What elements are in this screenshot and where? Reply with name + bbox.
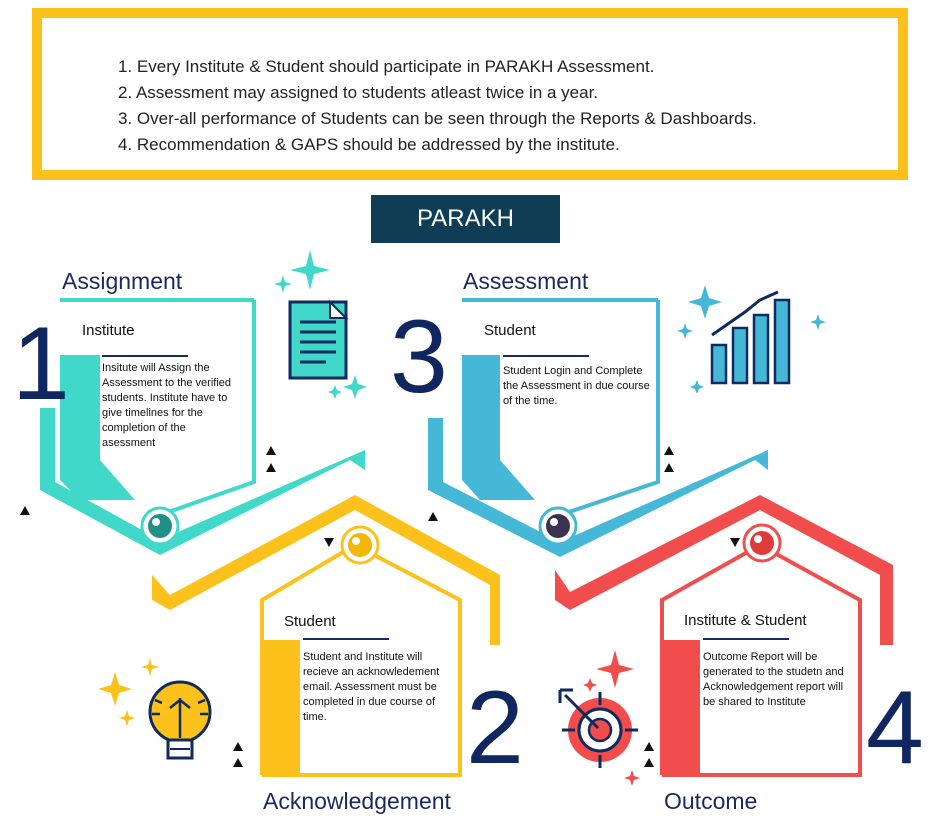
step-3-phase: Assessment (463, 268, 589, 294)
parakh-title: PARAKH (371, 195, 560, 243)
step-2-circle (340, 525, 380, 565)
divider (303, 638, 389, 640)
rule-item: 4. Recommendation & GAPS should be addre… (118, 135, 620, 154)
step-1-description: Insitute will Assign the Assessment to t… (102, 362, 232, 449)
step-2-shape (152, 495, 500, 777)
step-2-actor: Student (284, 613, 336, 630)
step-3-circle (538, 506, 578, 546)
target-icon (558, 688, 638, 768)
sparkle-icon (677, 285, 826, 394)
sparkle-icon (98, 658, 159, 726)
step-3-description: Student Login and Complete the Assessmen… (503, 365, 650, 407)
step-4-description: Outcome Report will be generated to the … (703, 651, 844, 708)
step-1-actor: Institute (82, 322, 135, 339)
rules-box: 1. Every Institute & Student should part… (32, 8, 908, 180)
step-4-phase: Outcome (664, 788, 758, 814)
step-2-phase: Acknowledgement (263, 788, 451, 814)
step-3-number: 3 (390, 299, 448, 415)
step-4-number: 4 (866, 670, 924, 786)
document-icon (288, 299, 349, 380)
rule-item: 1. Every Institute & Student should part… (118, 57, 655, 76)
step-3-actor: Student (484, 322, 536, 339)
bar-chart-icon (710, 290, 791, 385)
rule-item: 3. Over-all performance of Students can … (118, 109, 757, 128)
step-1-circle (140, 506, 180, 546)
sparkle-icon (274, 250, 367, 399)
step-1-phase: Assignment (62, 268, 183, 294)
sparkle-icon (583, 650, 640, 786)
lightbulb-icon (148, 680, 212, 760)
triangle-markers (20, 446, 740, 767)
step-4-circle (742, 523, 782, 563)
rules-list: 1. Every Institute & Student should part… (118, 54, 757, 158)
step-2-number: 2 (466, 670, 524, 786)
step-1-number: 1 (12, 306, 70, 422)
divider (102, 355, 188, 357)
rule-item: 2. Assessment may assigned to students a… (118, 83, 599, 102)
step-3-shape (428, 298, 768, 557)
divider (703, 638, 789, 640)
step-4-shape (555, 495, 893, 777)
divider (503, 355, 589, 357)
step-2-description: Student and Institute will recieve an ac… (303, 651, 440, 723)
step-4-actor: Institute & Student (684, 612, 807, 629)
